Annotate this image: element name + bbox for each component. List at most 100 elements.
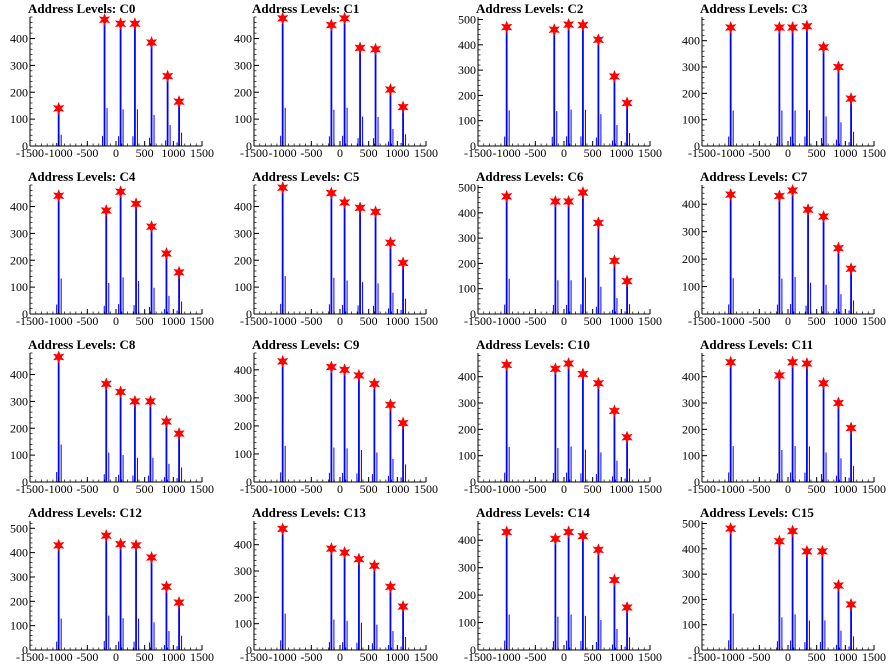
peak-marker (100, 377, 113, 391)
y-tick-label: 400 (10, 546, 28, 560)
x-tick-label: 500 (360, 482, 378, 496)
peak-marker (786, 355, 799, 369)
x-tick-label: 1500 (190, 482, 214, 496)
peak-marker (52, 101, 65, 116)
x-tick-label: -500 (76, 482, 98, 496)
chart-title: Address Levels: C12 (28, 505, 142, 520)
y-tick-label: 200 (682, 592, 700, 606)
y-tick-label: 200 (234, 419, 252, 433)
histogram-bars (56, 19, 183, 146)
x-tick-label: -500 (524, 482, 546, 496)
y-tick-label: 0 (470, 475, 476, 489)
x-tick-label: 0 (561, 146, 567, 160)
x-tick-label: 500 (360, 650, 378, 664)
chart-title: Address Levels: C11 (700, 337, 813, 352)
histogram-c3-svg: Address Levels: C3 0 100 200 300 400 -1500 -100… (682, 1, 886, 160)
histogram-panel-c9: Address Levels: C9 0 100 200 300 400 -1500 -100… (224, 336, 448, 504)
x-tick-label: 1500 (190, 650, 214, 664)
x-tick-label: 0 (113, 650, 119, 664)
peak-marker (397, 416, 409, 430)
peak-markers (724, 521, 857, 612)
peak-marker (276, 11, 289, 26)
peak-marker (621, 274, 633, 288)
x-tick-label: -500 (748, 146, 770, 160)
peak-marker (325, 18, 338, 32)
x-tick-label: -500 (76, 146, 98, 160)
histogram-bars (504, 24, 631, 146)
x-tick-label: 1000 (385, 650, 409, 664)
x-tick-label: -1000 (717, 482, 745, 496)
peak-markers (500, 185, 633, 288)
histogram-bars (280, 528, 407, 650)
peak-marker (397, 100, 409, 114)
peak-markers (500, 356, 633, 444)
x-tick-label: 500 (360, 146, 378, 160)
x-tick-label: -1000 (493, 314, 521, 328)
x-tick-label: 1000 (833, 650, 857, 664)
x-tick-label: 0 (113, 314, 119, 328)
x-tick-label: 1000 (609, 314, 633, 328)
y-tick-label: 100 (234, 617, 252, 631)
y-tick-label: 400 (234, 363, 252, 377)
y-tick-label: 400 (458, 533, 476, 547)
peak-marker (173, 94, 185, 109)
peak-markers (276, 180, 409, 270)
x-tick-label: 1000 (833, 146, 857, 160)
chart-title: Address Levels: C10 (476, 337, 590, 352)
y-tick-label: 300 (234, 564, 252, 578)
peak-markers (724, 19, 857, 106)
y-tick-label: 400 (234, 32, 252, 46)
peak-marker (325, 360, 338, 374)
peak-marker (773, 368, 786, 383)
chart-title: Address Levels: C15 (700, 505, 814, 520)
x-tick-label: -1500 (688, 146, 716, 160)
x-tick-label: 1500 (190, 314, 214, 328)
chart-title: Address Levels: C4 (28, 169, 136, 184)
y-tick-label: 100 (682, 449, 700, 463)
y-tick-label: 400 (458, 370, 476, 384)
x-tick-label: -1500 (688, 314, 716, 328)
x-tick-label: -500 (300, 146, 322, 160)
peak-marker (500, 20, 513, 34)
x-tick-label: -1000 (269, 314, 297, 328)
x-tick-label: 0 (785, 146, 791, 160)
x-tick-label: 500 (808, 482, 826, 496)
histogram-c7-svg: Address Levels: C7 0 100 200 300 400 -1500 -100… (682, 169, 886, 328)
histogram-panel-c10: Address Levels: C10 0 100 200 300 400 -1500 -10… (448, 336, 672, 504)
histogram-panel-c12: Address Levels: C12 0 100 200 300 400 500 -1500… (0, 504, 224, 672)
x-tick-label: 1000 (161, 314, 185, 328)
peak-marker (845, 421, 857, 435)
histogram-bars (728, 190, 855, 314)
y-tick-label: 200 (10, 85, 28, 99)
peak-markers (52, 184, 185, 280)
y-tick-label: 300 (10, 570, 28, 584)
x-tick-label: -1500 (464, 482, 492, 496)
histogram-c9-svg: Address Levels: C9 0 100 200 300 400 -1500 -100… (234, 337, 438, 496)
peak-marker (816, 544, 829, 559)
peak-markers (276, 354, 409, 430)
peak-marker (832, 60, 845, 74)
y-tick-label: 300 (682, 60, 700, 74)
y-tick-label: 0 (246, 475, 252, 489)
peak-marker (592, 33, 605, 47)
peak-marker (621, 430, 633, 444)
x-tick-label: 500 (136, 650, 154, 664)
x-tick-label: 1000 (609, 650, 633, 664)
y-tick-label: 100 (458, 449, 476, 463)
peak-marker (577, 185, 589, 200)
x-tick-label: -1500 (240, 146, 268, 160)
peak-marker (100, 528, 113, 543)
x-tick-label: 0 (785, 482, 791, 496)
x-tick-label: 1000 (609, 482, 633, 496)
peak-marker (52, 189, 65, 203)
x-tick-label: -1000 (45, 482, 73, 496)
x-tick-label: -1000 (493, 482, 521, 496)
peak-marker (368, 559, 381, 573)
x-tick-label: 500 (584, 146, 602, 160)
histogram-bars (728, 26, 855, 146)
chart-title: Address Levels: C5 (252, 169, 360, 184)
x-tick-label: 0 (337, 650, 343, 664)
peak-marker (129, 16, 141, 31)
histogram-bars (56, 535, 183, 650)
x-tick-label: -500 (76, 314, 98, 328)
